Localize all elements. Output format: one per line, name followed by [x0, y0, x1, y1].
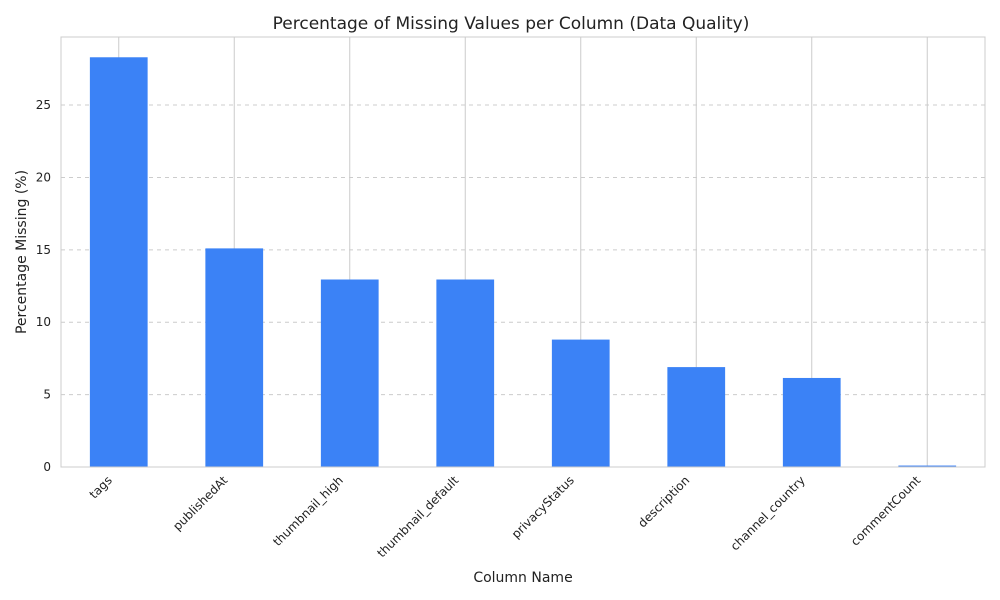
y-tick-label: 15 [36, 243, 51, 257]
x-tick-label: channel_country [728, 473, 808, 553]
x-tick-label: thumbnail_high [270, 473, 346, 549]
x-tick-label: publishedAt [170, 473, 230, 533]
y-tick-label: 0 [43, 460, 51, 474]
y-axis-label: Percentage Missing (%) [14, 170, 30, 334]
y-axis-ticks: 0 5 10 15 20 25 [36, 98, 51, 474]
x-axis-ticks: tags publishedAt thumbnail_high thumbnail_d… [87, 473, 924, 560]
bar-thumbnail_default [436, 279, 495, 467]
x-tick-label: privacyStatus [509, 473, 577, 541]
y-tick-label: 5 [43, 388, 51, 402]
x-tick-label: tags [87, 473, 115, 501]
grid [61, 37, 985, 468]
chart-title: Percentage of Missing Values per Column … [273, 14, 750, 34]
plot-frame [60, 36, 986, 468]
bar-description [667, 367, 726, 467]
x-tick-label: commentCount [848, 473, 924, 549]
y-tick-label: 20 [36, 170, 51, 184]
x-axis-label: Column Name [473, 570, 572, 586]
y-tick-label: 10 [36, 315, 51, 329]
x-tick-label: thumbnail_default [374, 473, 461, 560]
x-tick-label: description [635, 473, 692, 530]
y-tick-label: 25 [36, 98, 51, 112]
bars [89, 57, 957, 468]
bar-channel_country [782, 377, 841, 467]
bar-commentCount [898, 465, 957, 467]
bar-publishedAt [205, 248, 264, 467]
bar-thumbnail_high [320, 279, 379, 467]
bar-privacyStatus [551, 339, 610, 467]
bar-tags [89, 57, 148, 468]
